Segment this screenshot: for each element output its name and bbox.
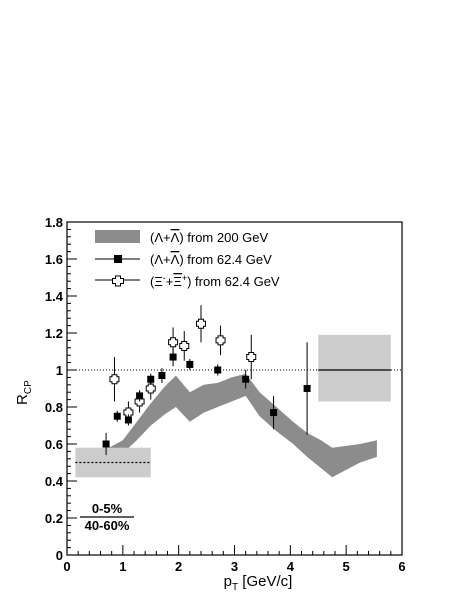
lambda62-point xyxy=(136,392,144,400)
y-axis-title-sub: CP xyxy=(23,380,34,394)
legend: (Λ+Λ) from 200 GeV (Λ+Λ) from 62.4 GeV (… xyxy=(95,230,280,289)
lambda62-point xyxy=(169,353,177,361)
legend-anti-lambda: Λ xyxy=(171,230,180,245)
legend-lambda62-marker xyxy=(114,255,122,263)
lambda62-point xyxy=(303,385,311,392)
x-axis-title: pT [GeV/c] xyxy=(224,573,293,593)
centrality-ratio-label: 0-5% 40-60% xyxy=(80,501,134,533)
band-200gev-layer xyxy=(97,373,377,478)
xi62-point xyxy=(215,335,226,346)
y-tick-label: 1.4 xyxy=(45,289,64,304)
lambda62-point xyxy=(102,440,110,448)
lambda62-point xyxy=(113,412,121,420)
y-tick-label: 0.2 xyxy=(45,511,63,526)
lambda62-point xyxy=(147,375,155,383)
lambda62-point xyxy=(186,360,194,368)
xi62-point xyxy=(196,318,206,329)
x-tick-label: 2 xyxy=(175,559,182,574)
sys-box-xi62 xyxy=(318,334,391,402)
y-axis-title-main: R xyxy=(14,394,31,405)
y-tick-label: 0.8 xyxy=(45,400,63,415)
x-axis-title-main: p xyxy=(224,573,232,590)
y-axis-title: RCP xyxy=(14,380,34,405)
y-tick-label: 1.2 xyxy=(45,326,63,341)
x-tick-label: 1 xyxy=(119,559,126,574)
xi62-point xyxy=(145,383,156,394)
lambda62-point xyxy=(124,416,132,424)
centrality-denominator: 40-60% xyxy=(85,518,130,533)
y-tick-label: 1.6 xyxy=(45,252,63,267)
y-tick-label: 0.4 xyxy=(45,474,64,489)
legend-label-lambda62: (Λ+Λ) from 62.4 GeV xyxy=(150,252,272,267)
xi62-point xyxy=(109,374,120,385)
x-tick-label: 4 xyxy=(287,559,295,574)
x-tick-label: 3 xyxy=(231,559,238,574)
lambda62-point xyxy=(270,409,278,417)
legend-label-band: (Λ+Λ) from 200 GeV xyxy=(150,230,269,245)
x-axis-title-unit: [GeV/c] xyxy=(238,573,292,590)
x-tick-label: 6 xyxy=(398,559,405,574)
centrality-numerator: 0-5% xyxy=(92,501,123,516)
x-tick-label: 0 xyxy=(63,559,70,574)
lambda62-point xyxy=(158,372,166,380)
xi62-point xyxy=(168,337,179,348)
axes-layer: 0 1 2 3 4 5 6 0 0.2 0.4 0.6 0.8 1 1.2 1.4 1.6 1.8 xyxy=(45,215,406,574)
lambda62-point xyxy=(242,375,250,383)
xi62-point xyxy=(246,352,257,363)
legend-xi62-marker xyxy=(112,275,124,287)
legend-label-xi62: (Ξ-+Ξ+) from 62.4 GeV xyxy=(150,273,280,289)
data-points-layer xyxy=(102,305,311,456)
y-tick-label: 0 xyxy=(56,548,63,563)
x-tick-label: 5 xyxy=(343,559,350,574)
lambda62-point xyxy=(214,366,222,374)
y-tick-label: 1.8 xyxy=(45,215,63,230)
x-axis-title-sub: T xyxy=(232,582,238,593)
systematic-boxes-layer xyxy=(75,334,391,478)
y-tick-label: 0.6 xyxy=(45,437,63,452)
band-200gev xyxy=(97,373,377,478)
xi62-point xyxy=(179,340,190,351)
legend-band-swatch xyxy=(95,230,140,243)
y-tick-label: 1 xyxy=(56,363,63,378)
